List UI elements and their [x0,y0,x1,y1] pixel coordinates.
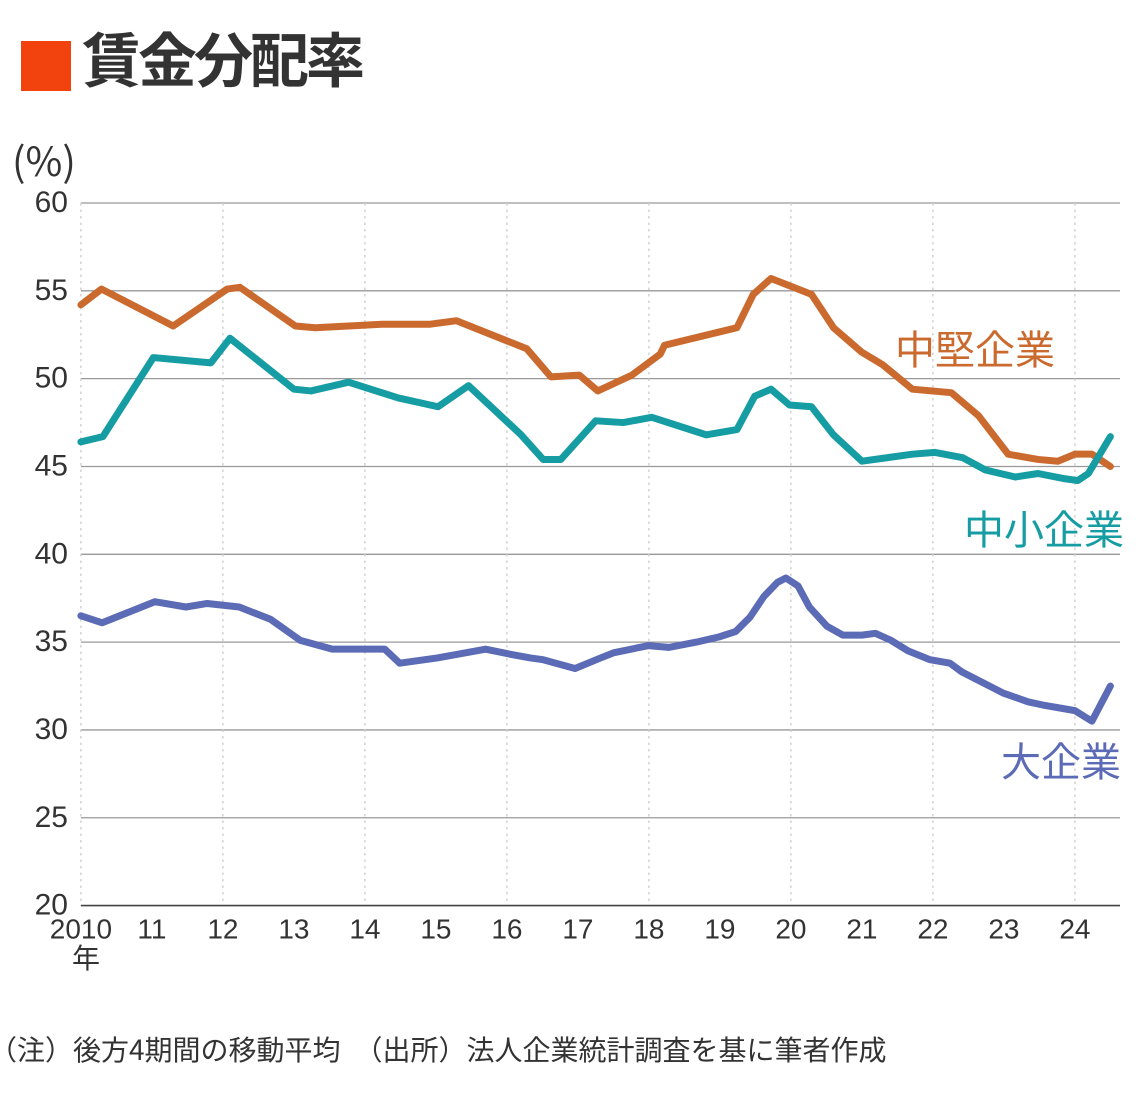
svg-text:25: 25 [35,801,68,834]
svg-text:19: 19 [704,914,735,945]
svg-text:45: 45 [35,449,68,482]
svg-text:17: 17 [562,914,593,945]
svg-text:24: 24 [1059,914,1090,945]
svg-text:14: 14 [349,914,380,945]
svg-text:50: 50 [35,362,68,395]
svg-text:16: 16 [491,914,522,945]
svg-text:55: 55 [35,274,68,307]
svg-text:23: 23 [988,914,1019,945]
svg-text:35: 35 [35,625,68,658]
svg-text:40: 40 [35,537,68,570]
svg-text:22: 22 [917,914,948,945]
svg-text:30: 30 [35,713,68,746]
svg-text:12: 12 [207,914,238,945]
svg-text:60: 60 [35,186,68,219]
svg-text:21: 21 [846,914,877,945]
svg-text:11: 11 [137,914,166,945]
svg-text:18: 18 [633,914,664,945]
svg-text:13: 13 [278,914,309,945]
svg-text:15: 15 [420,914,451,945]
svg-text:20: 20 [775,914,806,945]
